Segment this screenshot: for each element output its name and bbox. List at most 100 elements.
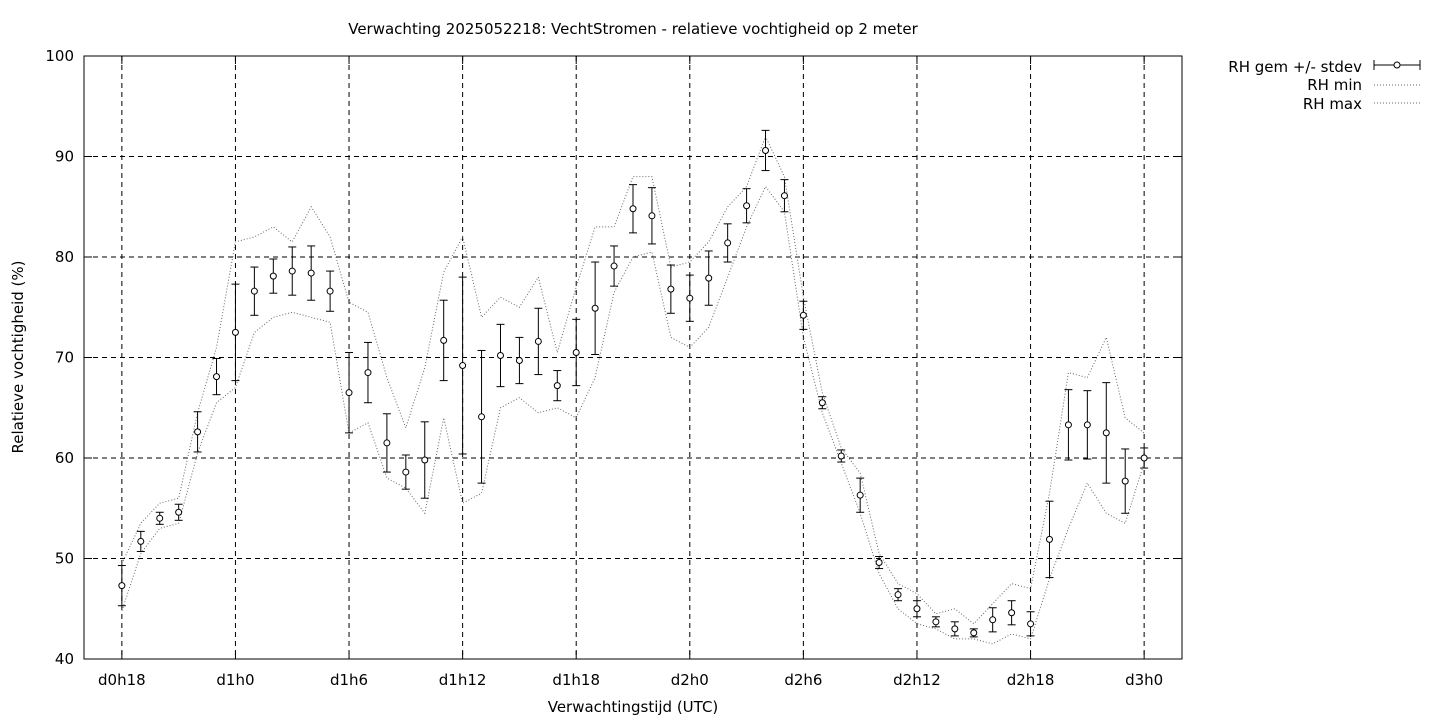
- data-point: [1064, 389, 1073, 461]
- data-point: [420, 421, 429, 499]
- legend: RH gem +/- stdev RH min RH max: [1228, 58, 1421, 113]
- y-tick-label: 70: [55, 349, 74, 367]
- data-point: [742, 188, 751, 224]
- mean-marker: [818, 399, 826, 407]
- x-axis-label: Verwachtingstijd (UTC): [548, 698, 719, 716]
- legend-label-rh-min: RH min: [1307, 76, 1362, 94]
- mean-marker: [307, 269, 315, 277]
- data-point: [894, 588, 903, 602]
- mean-marker: [724, 239, 732, 247]
- data-point: [193, 411, 202, 453]
- mean-marker: [194, 428, 202, 436]
- mean-marker: [175, 508, 183, 516]
- mean-marker: [705, 274, 713, 282]
- data-point: [174, 503, 183, 521]
- mean-marker: [402, 468, 410, 476]
- data-point: [969, 628, 978, 638]
- y-tick-label: 60: [55, 449, 74, 467]
- data-point: [723, 223, 732, 263]
- data-point: [477, 349, 486, 484]
- mean-marker: [667, 285, 675, 293]
- mean-marker: [610, 262, 618, 270]
- y-tick-label: 100: [45, 47, 74, 65]
- data-point: [1140, 447, 1149, 469]
- y-axis-label: Relatieve vochtigheid (%): [9, 260, 27, 453]
- y-axis: 40 50 60 70 80 90 100: [45, 47, 1182, 668]
- mean-marker: [837, 452, 845, 460]
- data-point: [1083, 390, 1092, 460]
- x-tick-label: d2h6: [784, 671, 822, 689]
- mean-marker: [1064, 421, 1072, 429]
- series-line-rh-min: [121, 185, 1145, 645]
- mean-marker: [515, 357, 523, 365]
- legend-swatch-rh-gem: [1373, 60, 1421, 70]
- x-tick-label: d1h6: [330, 671, 368, 689]
- data-point: [950, 621, 959, 637]
- mean-marker: [951, 625, 959, 633]
- data-point: [382, 413, 391, 473]
- data-point: [591, 261, 600, 355]
- data-point: [856, 477, 865, 513]
- mean-marker: [762, 146, 770, 154]
- mean-marker: [913, 605, 921, 613]
- data-point: [231, 283, 240, 382]
- data-point: [1102, 382, 1111, 484]
- mean-marker: [1045, 535, 1053, 543]
- x-tick-label: d2h0: [671, 671, 709, 689]
- data-point: [875, 555, 884, 570]
- data-point: [572, 318, 581, 387]
- mean-marker: [989, 616, 997, 624]
- data-point: [515, 336, 524, 385]
- mean-marker: [799, 311, 807, 319]
- x-tick-label: d2h12: [893, 671, 941, 689]
- mean-marker: [421, 456, 429, 464]
- series-rh-min: [121, 185, 1145, 645]
- y-tick-label: 80: [55, 248, 74, 266]
- data-point: [780, 179, 789, 213]
- mean-marker: [1140, 454, 1148, 462]
- plot-frame: [83, 55, 1183, 660]
- x-tick-label: d2h18: [1007, 671, 1055, 689]
- y-tick-label: 90: [55, 148, 74, 166]
- mean-marker: [478, 413, 486, 421]
- mean-marker: [231, 328, 239, 336]
- mean-marker: [970, 629, 978, 637]
- mean-marker: [629, 205, 637, 213]
- data-point: [988, 607, 997, 633]
- x-tick-label: d0h18: [98, 671, 146, 689]
- data-point: [837, 449, 846, 463]
- mean-marker: [648, 212, 656, 220]
- chart-title: Verwachting 2025052218: VechtStromen - r…: [348, 20, 918, 38]
- data-point: [629, 184, 637, 234]
- x-axis: d0h18 d1h0 d1h6 d1h12 d1h18 d2h0 d2h6 d2h12 d2h1…: [98, 56, 1163, 689]
- mean-marker: [572, 348, 580, 356]
- data-point: [401, 454, 410, 490]
- mean-marker: [894, 591, 902, 599]
- mean-marker: [1008, 609, 1016, 617]
- data-point: [534, 307, 543, 376]
- mean-marker: [118, 582, 126, 590]
- data-point: [269, 258, 278, 294]
- data-point: [496, 323, 505, 388]
- mean-marker: [156, 514, 164, 522]
- data-point: [647, 187, 656, 245]
- data-point: [326, 270, 335, 312]
- x-tick-label: d1h12: [439, 671, 487, 689]
- data-point: [1007, 600, 1016, 626]
- legend-label-rh-gem: RH gem +/- stdev: [1228, 58, 1362, 76]
- data-point: [912, 600, 921, 618]
- mean-marker: [743, 202, 751, 210]
- mean-marker: [1083, 421, 1091, 429]
- data-point: [685, 274, 694, 322]
- mean-marker: [137, 537, 145, 545]
- data-point: [458, 276, 467, 455]
- mean-marker: [326, 287, 334, 295]
- mean-marker: [780, 192, 788, 200]
- grid: [84, 56, 1182, 659]
- data-point: [553, 370, 562, 402]
- data-point: [610, 245, 619, 287]
- x-tick-label: d1h0: [216, 671, 254, 689]
- data-point: [931, 616, 940, 628]
- mean-marker: [364, 369, 372, 377]
